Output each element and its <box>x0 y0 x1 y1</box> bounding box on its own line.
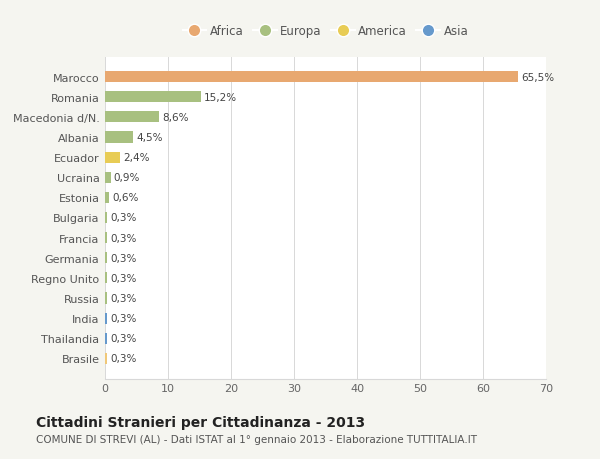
Text: 0,3%: 0,3% <box>110 334 136 343</box>
Bar <box>105 213 107 224</box>
Text: 0,3%: 0,3% <box>110 233 136 243</box>
Text: 0,3%: 0,3% <box>110 273 136 283</box>
Text: 0,3%: 0,3% <box>110 253 136 263</box>
Text: 4,5%: 4,5% <box>137 133 163 143</box>
Text: 0,3%: 0,3% <box>110 353 136 364</box>
Text: Cittadini Stranieri per Cittadinanza - 2013: Cittadini Stranieri per Cittadinanza - 2… <box>36 415 365 429</box>
Bar <box>105 172 110 184</box>
Text: 2,4%: 2,4% <box>123 153 150 163</box>
Bar <box>105 252 107 264</box>
Text: 0,6%: 0,6% <box>112 193 139 203</box>
Bar <box>105 333 107 344</box>
Text: 0,3%: 0,3% <box>110 213 136 223</box>
Bar <box>105 132 133 143</box>
Bar <box>105 313 107 324</box>
Text: 8,6%: 8,6% <box>163 112 189 123</box>
Bar <box>105 192 109 203</box>
Text: COMUNE DI STREVI (AL) - Dati ISTAT al 1° gennaio 2013 - Elaborazione TUTTITALIA.: COMUNE DI STREVI (AL) - Dati ISTAT al 1°… <box>36 434 477 443</box>
Bar <box>105 353 107 364</box>
Bar <box>105 233 107 244</box>
Legend: Africa, Europa, America, Asia: Africa, Europa, America, Asia <box>182 25 469 38</box>
Bar <box>105 273 107 284</box>
Bar <box>105 152 120 163</box>
Text: 65,5%: 65,5% <box>521 73 554 83</box>
Text: 15,2%: 15,2% <box>204 93 237 102</box>
Bar <box>105 92 201 103</box>
Text: 0,3%: 0,3% <box>110 293 136 303</box>
Bar <box>105 293 107 304</box>
Text: 0,9%: 0,9% <box>114 173 140 183</box>
Bar <box>105 112 159 123</box>
Text: 0,3%: 0,3% <box>110 313 136 324</box>
Bar <box>105 72 518 83</box>
